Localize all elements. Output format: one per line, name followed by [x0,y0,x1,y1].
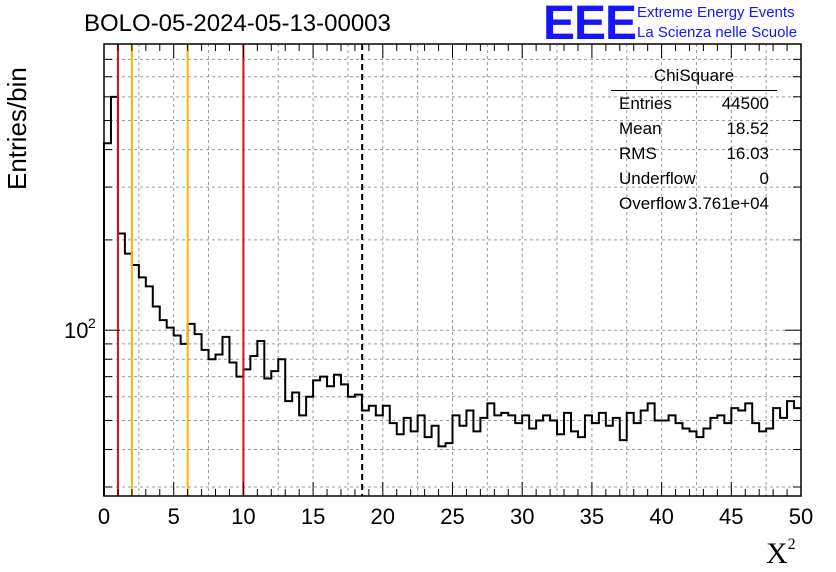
stats-value: 3.761e+04 [688,194,769,213]
chart-title: BOLO-05-2024-05-13-00003 [84,10,391,37]
y-tick-label-sup: 2 [88,315,96,331]
x-tick-label: 20 [371,504,395,529]
stats-key: Entries [619,94,672,113]
x-tick-label: 10 [231,504,255,529]
stats-key: Overflow [619,194,687,213]
x-axis-label-sup: 2 [787,536,796,553]
stats-row: Entries 44500 [611,91,777,116]
stats-row: Overflow 3.761e+04 [611,191,777,216]
marker-lines [116,44,364,496]
stats-value: 44500 [721,94,769,113]
logo-line-1: Extreme Energy Events [637,4,795,21]
x-tick-label: 50 [789,504,813,529]
x-tick-labels: 0 5 10 15 20 25 30 35 40 45 50 [98,504,813,529]
stats-row: Mean 18.52 [611,116,777,141]
stats-row: Underflow 0 [611,166,777,191]
stats-row: RMS 16.03 [611,141,777,166]
x-tick-label: 25 [440,504,464,529]
y-tick-label: 10 [64,318,88,343]
stats-key: RMS [619,144,657,163]
x-tick-label: 40 [649,504,673,529]
x-tick-label: 45 [719,504,743,529]
stats-key: Underflow [619,169,696,188]
y-tick-labels: 10 2 [64,315,96,343]
x-tick-label: 15 [301,504,325,529]
x-tick-label: 5 [168,504,180,529]
stats-box: ChiSquare Entries 44500 Mean 18.52 RMS 16.0… [611,66,777,216]
y-axis-label: Entries/bin [2,67,32,190]
x-tick-label: 30 [510,504,534,529]
x-tick-label: 35 [580,504,604,529]
x-axis-label-text: X [766,537,788,570]
x-axis-label: X2 [766,536,796,571]
histogram-series [103,95,801,496]
x-tick-label: 0 [98,504,110,529]
stats-value: 18.52 [726,119,769,138]
stats-key: Mean [619,119,662,138]
histogram-line [103,95,801,496]
eee-logo: EEE [543,0,637,50]
stats-value: 0 [759,169,769,188]
axes [103,43,802,497]
stats-title: ChiSquare [611,66,777,91]
logo-line-2: La Scienza nelle Scuole [637,24,798,41]
stats-value: 16.03 [726,144,769,163]
grid-lines [104,44,801,496]
